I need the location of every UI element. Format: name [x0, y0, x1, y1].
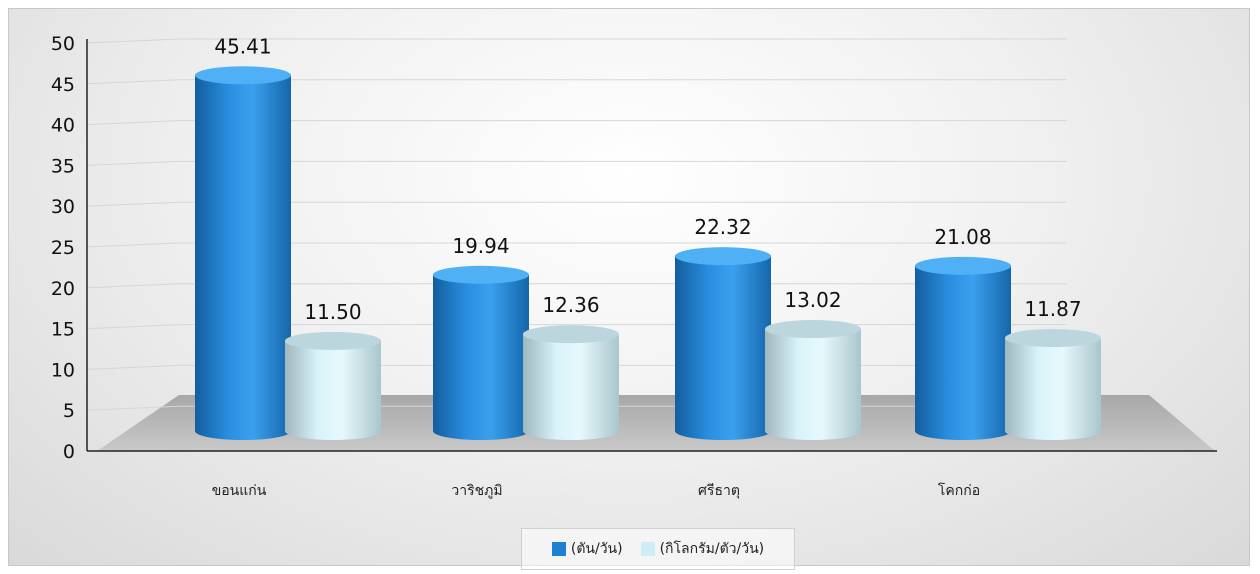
gridline [86, 160, 1067, 166]
y-tick-label: 15 [51, 319, 75, 341]
legend-label-tons: (ตัน/วัน) [570, 541, 623, 557]
legend-item-kg: (กิโลกรัม/ตัว/วัน) [640, 538, 765, 560]
bar-top-tons [675, 247, 771, 266]
bar-kg [1005, 338, 1101, 440]
legend: (ตัน/วัน) (กิโลกรัม/ตัว/วัน) [521, 528, 795, 570]
x-tick-label: โคกก่อ [938, 482, 980, 499]
bar-tons [675, 256, 771, 440]
bar-kg [523, 334, 619, 440]
data-label-kg: 11.87 [1024, 297, 1081, 321]
y-tick-label: 30 [51, 196, 75, 218]
bar-chart: 0 5 10 15 20 25 30 35 40 45 50 45.41 11.50 ขอนแก่น 19.… [51, 33, 1217, 499]
bar-top-kg [523, 325, 619, 344]
gridline [86, 201, 1067, 207]
data-label-tons: 19.94 [452, 234, 509, 258]
legend-swatch-tons [551, 542, 566, 556]
y-tick-label: 10 [51, 359, 75, 381]
y-tick-label: 20 [51, 278, 75, 300]
bar-kg [285, 340, 381, 440]
bar-top-kg [765, 320, 861, 339]
bar-top-tons [915, 256, 1011, 275]
data-label-tons: 22.32 [694, 215, 751, 239]
x-tick-label: วาริชภูมิ [451, 483, 502, 499]
data-label-kg: 13.02 [784, 288, 841, 312]
data-label-kg: 12.36 [542, 293, 599, 317]
y-tick-label: 45 [51, 74, 75, 96]
bar-top-kg [1005, 329, 1101, 348]
bar-kg [765, 329, 861, 440]
gridline [86, 242, 1067, 248]
legend-label-kg: (กิโลกรัม/ตัว/วัน) [659, 541, 765, 557]
bar-tons [195, 75, 291, 441]
y-tick-label: 25 [51, 237, 75, 259]
bar-top-tons [195, 66, 291, 85]
gridline [86, 79, 1067, 85]
x-tick-label: ขอนแก่น [212, 483, 267, 499]
data-label-kg: 11.50 [304, 300, 361, 324]
chart-frame: 0 5 10 15 20 25 30 35 40 45 50 45.41 11.50 ขอนแก่น 19.… [8, 8, 1250, 570]
bar-top-tons [433, 265, 529, 284]
bar-top-kg [285, 331, 381, 350]
legend-swatch-kg [640, 542, 655, 556]
x-tick-label: ศรีธาตุ [698, 483, 740, 499]
bar-tons [915, 265, 1011, 440]
gridline [86, 120, 1067, 126]
y-tick-label: 0 [63, 441, 75, 463]
y-tick-label: 35 [51, 155, 75, 177]
y-tick-label: 5 [63, 400, 75, 422]
legend-item-tons: (ตัน/วัน) [551, 538, 623, 560]
bar-tons [433, 274, 529, 440]
data-label-tons: 21.08 [934, 225, 991, 249]
y-tick-label: 50 [51, 33, 75, 55]
gridline [86, 38, 1067, 44]
data-label-tons: 45.41 [214, 34, 271, 58]
y-tick-label: 40 [51, 115, 75, 137]
